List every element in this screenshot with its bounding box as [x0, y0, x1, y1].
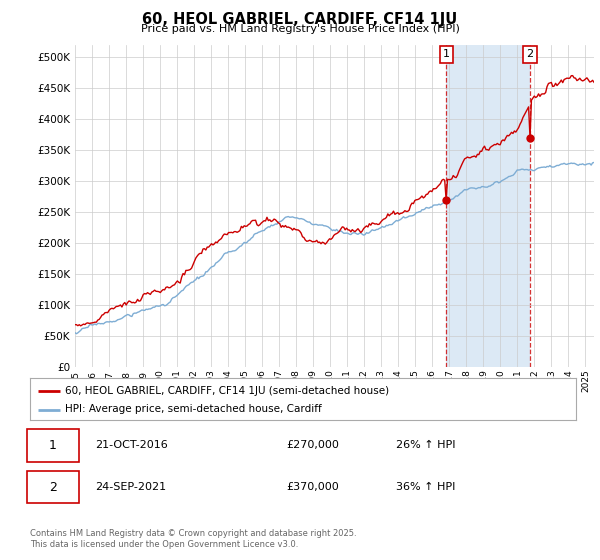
FancyBboxPatch shape [27, 430, 79, 461]
Text: £370,000: £370,000 [287, 482, 340, 492]
Text: £270,000: £270,000 [287, 441, 340, 450]
Text: 1: 1 [443, 49, 450, 59]
Text: 60, HEOL GABRIEL, CARDIFF, CF14 1JU: 60, HEOL GABRIEL, CARDIFF, CF14 1JU [142, 12, 458, 27]
Text: 26% ↑ HPI: 26% ↑ HPI [396, 441, 455, 450]
Text: 2: 2 [526, 49, 533, 59]
Text: 36% ↑ HPI: 36% ↑ HPI [396, 482, 455, 492]
Text: Price paid vs. HM Land Registry's House Price Index (HPI): Price paid vs. HM Land Registry's House … [140, 24, 460, 34]
Bar [446, 45, 530, 367]
Text: 2: 2 [49, 480, 57, 493]
Text: 1: 1 [49, 439, 57, 452]
Text: 21-OCT-2016: 21-OCT-2016 [95, 441, 168, 450]
Text: HPI: Average price, semi-detached house, Cardiff: HPI: Average price, semi-detached house,… [65, 404, 322, 414]
Text: Contains HM Land Registry data © Crown copyright and database right 2025.
This d: Contains HM Land Registry data © Crown c… [30, 529, 356, 549]
Text: 60, HEOL GABRIEL, CARDIFF, CF14 1JU (semi-detached house): 60, HEOL GABRIEL, CARDIFF, CF14 1JU (sem… [65, 386, 389, 395]
FancyBboxPatch shape [27, 471, 79, 503]
Text: 24-SEP-2021: 24-SEP-2021 [95, 482, 167, 492]
